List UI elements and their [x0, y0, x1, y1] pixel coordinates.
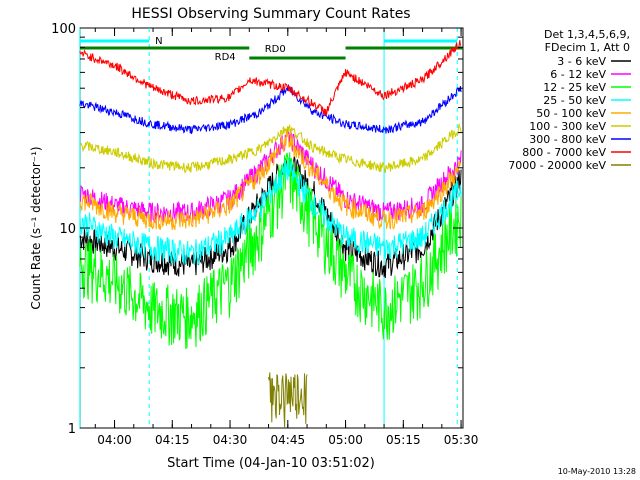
legend-entry: 25 - 50 keV [543, 94, 606, 107]
legend-header-1: Det 1,3,4,5,6,9, [544, 28, 630, 41]
x-tick-label: 04:30 [213, 433, 248, 447]
y-tick-label: 100 [51, 22, 76, 37]
legend: Det 1,3,4,5,6,9, FDecim 1, Att 0 3 - 6 k… [508, 28, 631, 172]
series-line [268, 372, 308, 428]
y-tick-label: 10 [59, 222, 76, 237]
x-tick-label: 04:15 [155, 433, 190, 447]
series-line [79, 156, 462, 279]
x-tick-label: 05:30 [444, 433, 479, 447]
legend-entry: 3 - 6 keV [557, 55, 606, 68]
series-line [79, 127, 462, 224]
y-tick-label: 1 [68, 422, 76, 437]
chart-title: HESSI Observing Summary Count Rates [131, 6, 410, 22]
y-axis-label: Count Rate (s⁻¹ detector⁻¹) [29, 146, 43, 309]
rd4-label: RD4 [215, 52, 236, 63]
legend-entry: 300 - 800 keV [529, 133, 606, 146]
night-label: N [155, 36, 162, 47]
legend-entry: 6 - 12 keV [550, 68, 606, 81]
x-axis-label: Start Time (04-Jan-10 03:51:02) [167, 456, 375, 471]
series-line [79, 84, 462, 134]
x-tick-label: 04:45 [271, 433, 306, 447]
series-line [79, 157, 462, 266]
legend-entry: 7000 - 20000 keV [508, 159, 606, 172]
x-tick-label: 05:00 [328, 433, 363, 447]
legend-entry: 800 - 7000 keV [522, 146, 606, 159]
x-tick-label: 04:00 [97, 433, 132, 447]
legend-entry: 100 - 300 keV [529, 120, 606, 133]
legend-header-2: FDecim 1, Att 0 [545, 41, 630, 54]
y-axis: 1 10 100 [51, 22, 463, 437]
x-axis: 04:00 04:15 04:30 04:45 05:00 05:15 05:30 [94, 28, 479, 447]
legend-entry: 12 - 25 keV [543, 81, 606, 94]
plot-area: N RD0 RD4 [79, 28, 463, 428]
series-line [79, 122, 462, 174]
rd0-label: RD0 [265, 44, 286, 55]
series-line [79, 152, 462, 350]
footer-date: 10-May-2010 13:28 [558, 467, 636, 476]
series-line [79, 40, 462, 117]
legend-entry: 50 - 100 keV [536, 107, 606, 120]
x-tick-label: 05:15 [386, 433, 421, 447]
series-line [79, 129, 462, 231]
